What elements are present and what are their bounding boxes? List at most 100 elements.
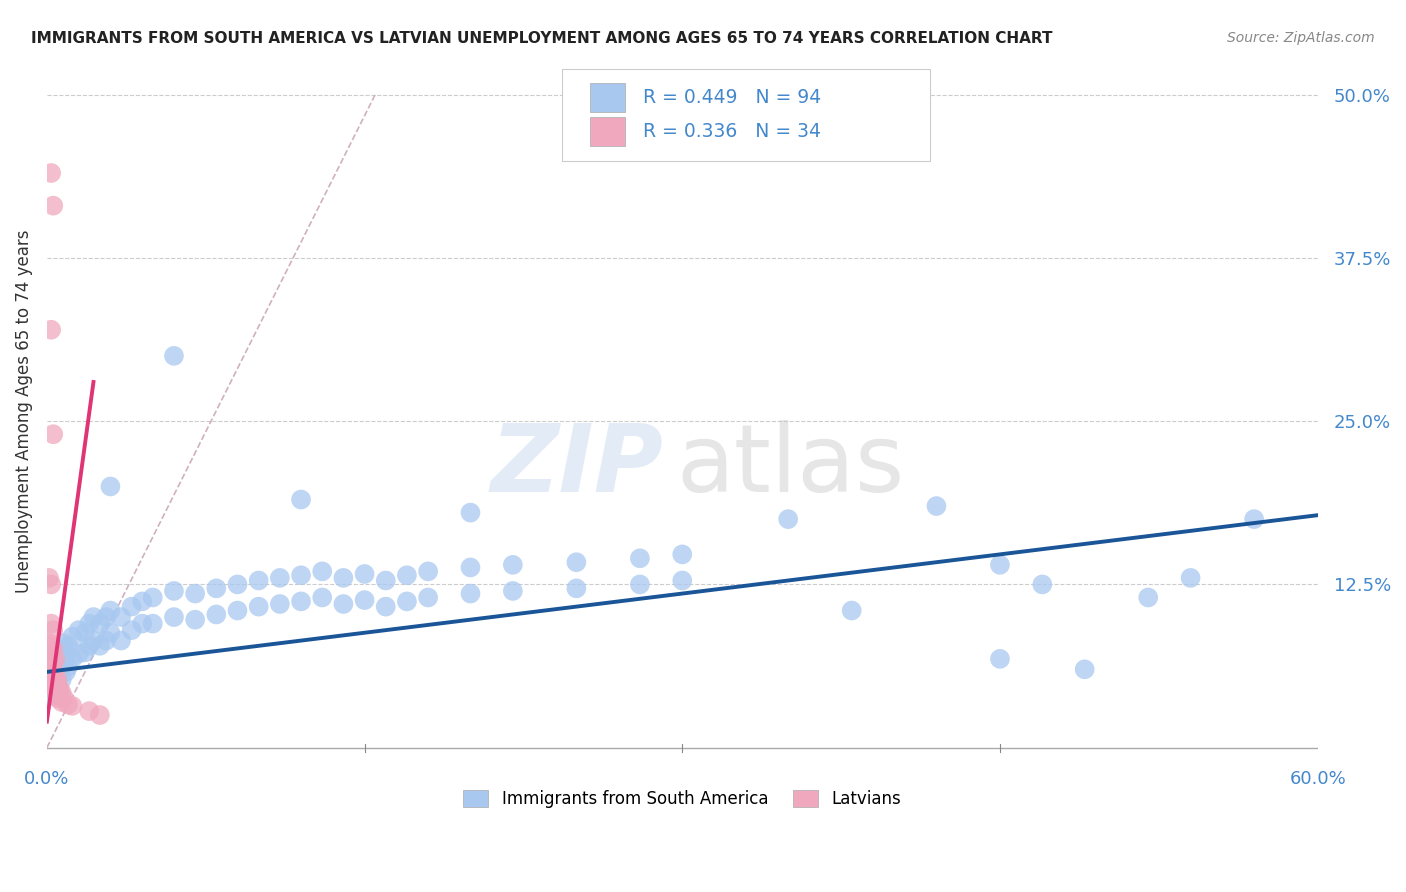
Point (39, 323, 62, 337)
Point (48, 665, 70, 679)
Point (44, 649, 66, 664)
Point (42, 665, 65, 679)
Point (353, 566, 375, 581)
Point (1243, 512, 1265, 526)
Text: R = 0.336   N = 34: R = 0.336 N = 34 (643, 122, 821, 141)
Point (565, 582, 588, 596)
Point (42, 199, 65, 213)
Point (42, 642, 65, 657)
Point (374, 599, 396, 614)
Point (100, 603, 122, 617)
Text: atlas: atlas (676, 420, 904, 512)
Point (226, 577, 249, 591)
Point (290, 594, 312, 608)
Point (110, 610, 132, 624)
Point (55, 665, 77, 679)
Point (1031, 577, 1053, 591)
Point (163, 610, 186, 624)
Point (39, 166, 62, 180)
Point (39, 662, 62, 676)
Point (565, 555, 588, 569)
Text: R = 0.449   N = 94: R = 0.449 N = 94 (643, 87, 821, 107)
Point (51, 686, 73, 700)
Point (988, 558, 1011, 572)
FancyBboxPatch shape (589, 117, 626, 146)
Point (226, 603, 249, 617)
Point (48, 642, 70, 657)
Point (42, 656, 65, 670)
Point (46, 678, 69, 692)
Point (46, 662, 69, 676)
Point (60, 652, 83, 666)
Point (38, 681, 60, 696)
Point (205, 582, 228, 596)
Text: Source: ZipAtlas.com: Source: ZipAtlas.com (1227, 31, 1375, 45)
Point (671, 548, 693, 562)
Point (628, 551, 651, 566)
Point (56, 639, 79, 653)
Point (628, 577, 651, 591)
Point (184, 613, 207, 627)
Point (82, 633, 104, 648)
Point (100, 479, 122, 493)
Point (44, 652, 66, 666)
Point (55, 647, 77, 661)
Point (671, 574, 693, 588)
Point (39, 647, 62, 661)
Point (311, 591, 333, 605)
Point (121, 599, 143, 614)
Point (205, 607, 228, 622)
Point (46, 673, 69, 687)
Point (131, 616, 153, 631)
Point (38, 636, 60, 650)
Point (46, 686, 69, 700)
Point (311, 565, 333, 579)
Point (77, 704, 100, 718)
Point (290, 492, 312, 507)
Point (77, 639, 100, 653)
Point (44, 675, 66, 690)
Point (269, 597, 291, 611)
Point (269, 571, 291, 585)
Point (48, 681, 70, 696)
Point (1137, 591, 1160, 605)
Point (51, 652, 73, 666)
Point (73, 625, 96, 640)
Point (52, 691, 75, 706)
Point (39, 616, 62, 631)
Point (52, 636, 75, 650)
Point (56, 659, 79, 673)
Point (89, 708, 111, 723)
Point (395, 568, 418, 582)
Point (96, 633, 118, 648)
FancyBboxPatch shape (589, 83, 626, 112)
Point (96, 610, 118, 624)
Point (39, 577, 62, 591)
Point (89, 639, 111, 653)
Point (51, 673, 73, 687)
Point (56, 698, 79, 712)
Point (82, 610, 104, 624)
Point (395, 594, 418, 608)
Point (44, 681, 66, 696)
Point (142, 591, 165, 605)
Point (51, 695, 73, 709)
Point (42, 427, 65, 442)
Point (416, 565, 439, 579)
Point (290, 568, 312, 582)
Point (121, 623, 143, 637)
Point (460, 506, 482, 520)
Point (502, 558, 524, 572)
Point (38, 659, 60, 673)
Point (131, 594, 153, 608)
Point (332, 571, 354, 585)
Point (44, 669, 66, 683)
Point (778, 512, 800, 526)
Point (77, 616, 100, 631)
Legend: Immigrants from South America, Latvians: Immigrants from South America, Latvians (457, 783, 908, 814)
Point (163, 583, 186, 598)
Point (46, 691, 69, 706)
Point (42, 678, 65, 692)
Point (925, 499, 948, 513)
Point (42, 656, 65, 670)
